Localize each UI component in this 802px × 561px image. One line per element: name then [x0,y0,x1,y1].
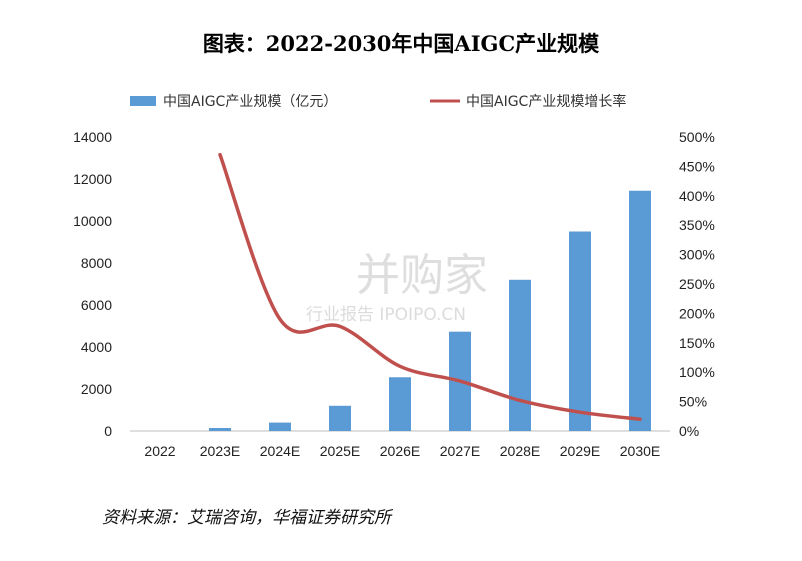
watermark-subtext: 行业报告 IPOIPO.CN [306,305,466,325]
bar [569,231,591,431]
bar-series [209,190,651,431]
bar [389,377,411,431]
y-left-tick-label: 2000 [81,381,112,397]
x-tick-label: 2022 [144,443,175,459]
y-right-tick-label: 400% [679,188,715,204]
x-tick-label: 2030E [620,443,660,459]
x-tick-label: 2029E [560,443,600,459]
bar [629,190,651,431]
page-title: 图表：2022-2030年中国AIGC产业规模 [202,31,600,56]
bar [509,279,531,431]
y-right-tick-label: 100% [679,364,715,380]
y-left-tick-label: 8000 [81,255,112,271]
y-right-tick-label: 300% [679,247,715,263]
legend-bar-label: 中国AIGC产业规模（亿元） [163,94,337,110]
y-right-tick-label: 500% [679,129,715,145]
y-right-tick-label: 150% [679,335,715,351]
y-right-tick-label: 0% [679,423,699,439]
bar [269,422,291,431]
y-right-tick-label: 250% [679,276,715,292]
y-right-tick-label: 350% [679,217,715,233]
source-note: 资料来源：艾瑞咨询，华福证券研究所 [102,508,391,528]
y-left-tick-label: 0 [104,423,112,439]
x-tick-label: 2028E [500,443,540,459]
bar [329,405,351,431]
y-left-tick-label: 4000 [81,339,112,355]
x-tick-label: 2023E [200,443,240,459]
y-left-tick-label: 12000 [73,171,112,187]
x-tick-label: 2024E [260,443,300,459]
growth-line-series [218,152,642,421]
watermark: 并购家 行业报告 IPOIPO.CN [306,250,488,325]
y-left-tick-label: 6000 [81,297,112,313]
x-tick-label: 2027E [440,443,480,459]
bar [209,427,231,431]
legend: 中国AIGC产业规模（亿元） 中国AIGC产业规模增长率 [130,93,626,110]
axes: 0 2000 4000 6000 8000 10000 12000 14000 0% 50% 100… [73,129,715,459]
y-right-tick-label: 450% [679,158,715,174]
legend-line-label: 中国AIGC产业规模增长率 [466,93,626,110]
x-tick-label: 2025E [320,443,360,459]
watermark-brand: 并购家 [356,250,488,301]
y-left-tick-label: 14000 [73,129,112,145]
y-right-tick-label: 200% [679,305,715,321]
legend-bar-swatch [130,96,156,106]
y-right-tick-label: 50% [679,394,707,410]
x-tick-label: 2026E [380,443,420,459]
y-left-tick-label: 10000 [73,213,112,229]
